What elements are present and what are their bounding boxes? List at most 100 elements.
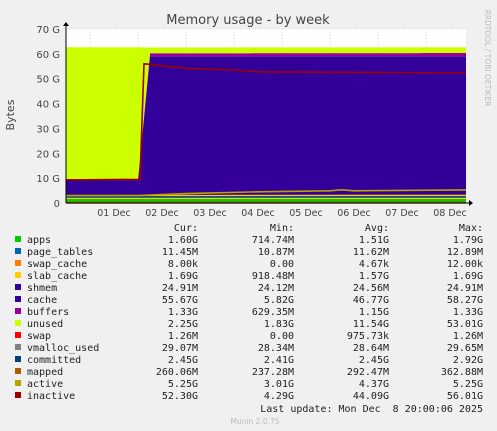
- area-unused: [66, 47, 466, 179]
- legend-min-active: 3.01G: [264, 379, 294, 390]
- legend-min-committed: 2.41G: [264, 355, 294, 366]
- legend-cur-committed: 2.45G: [168, 355, 198, 366]
- y-tick-label: 40 G: [36, 100, 60, 111]
- legend-cur-inactive: 52.30G: [162, 391, 198, 402]
- legend-label-apps: apps: [27, 235, 51, 246]
- legend-swatch-swap_cache: [15, 260, 21, 266]
- legend-min-vmalloc_used: 28.34M: [258, 343, 294, 354]
- legend-max-unused: 53.01G: [447, 319, 483, 330]
- legend-max-inactive: 56.01G: [447, 391, 483, 402]
- x-tick-label: 05 Dec: [289, 208, 323, 219]
- legend-swatch-inactive: [15, 392, 21, 398]
- x-tick-label: 08 Dec: [433, 208, 467, 219]
- legend-label-mapped: mapped: [27, 367, 63, 378]
- x-tick-label: 06 Dec: [337, 208, 371, 219]
- legend-label-buffers: buffers: [27, 307, 69, 318]
- legend-min-slab_cache: 918.48M: [252, 271, 294, 282]
- legend-cur-swap: 1.26M: [168, 331, 198, 342]
- legend-label-unused: unused: [27, 319, 63, 330]
- y-tick-label: 70 G: [36, 25, 60, 36]
- legend-label-committed: committed: [27, 355, 81, 366]
- legend-min-cache: 5.82G: [264, 295, 294, 306]
- chart-title: Memory usage - by week: [166, 13, 330, 28]
- legend-swatch-buffers: [15, 308, 21, 314]
- y-tick-label: 50 G: [36, 75, 60, 86]
- legend-header-cur: Cur:: [174, 223, 198, 234]
- legend-cur-slab_cache: 1.69G: [168, 271, 198, 282]
- x-axis-arrow: [469, 200, 473, 206]
- legend-label-cache: cache: [27, 295, 57, 306]
- legend-swatch-swap: [15, 332, 21, 338]
- y-tick-label: 30 G: [36, 124, 60, 135]
- x-tick-label: 03 Dec: [193, 208, 227, 219]
- x-tick-label: 07 Dec: [385, 208, 419, 219]
- x-tick-label: 01 Dec: [97, 208, 131, 219]
- legend-avg-vmalloc_used: 28.64M: [353, 343, 389, 354]
- legend-max-vmalloc_used: 29.65M: [447, 343, 483, 354]
- legend-label-shmem: shmem: [27, 283, 57, 294]
- legend-avg-active: 4.37G: [359, 379, 389, 390]
- legend-label-inactive: inactive: [27, 391, 75, 402]
- legend-min-shmem: 24.12M: [258, 283, 294, 294]
- y-axis-label: Bytes: [4, 99, 17, 130]
- legend-avg-inactive: 44.09G: [353, 391, 389, 402]
- legend-header-avg: Avg:: [365, 223, 389, 234]
- legend-swatch-vmalloc_used: [15, 344, 21, 350]
- legend-max-committed: 2.92G: [453, 355, 483, 366]
- legend-label-vmalloc_used: vmalloc_used: [27, 343, 99, 354]
- rrdtool-side-label: RRDTOOL / TOBI OETIKER: [483, 10, 492, 107]
- y-tick-label: 10 G: [36, 174, 60, 185]
- legend-max-cache: 58.27G: [447, 295, 483, 306]
- legend-min-mapped: 237.28M: [252, 367, 294, 378]
- legend-max-active: 5.25G: [453, 379, 483, 390]
- legend-avg-apps: 1.51G: [359, 235, 389, 246]
- legend-max-page_tables: 12.89M: [447, 247, 483, 258]
- y-tick-label: 20 G: [36, 149, 60, 160]
- legend-cur-vmalloc_used: 29.07M: [162, 343, 198, 354]
- legend-label-swap_cache: swap_cache: [27, 259, 87, 270]
- legend-swatch-shmem: [15, 284, 21, 290]
- legend-avg-swap: 975.73k: [347, 331, 389, 342]
- legend-cur-shmem: 24.91M: [162, 283, 198, 294]
- legend-label-slab_cache: slab_cache: [27, 271, 87, 282]
- legend-max-slab_cache: 1.69G: [453, 271, 483, 282]
- legend-cur-unused: 2.25G: [168, 319, 198, 330]
- legend-cur-cache: 55.67G: [162, 295, 198, 306]
- y-tick-label: 0: [54, 199, 60, 210]
- legend-avg-committed: 2.45G: [359, 355, 389, 366]
- area-cache: [66, 56, 466, 195]
- legend-label-page_tables: page_tables: [27, 247, 93, 258]
- legend-cur-buffers: 1.33G: [168, 307, 198, 318]
- legend-swatch-apps: [15, 236, 21, 242]
- legend-cur-page_tables: 11.45M: [162, 247, 198, 258]
- stacked-areas: [66, 47, 466, 203]
- munin-version: Munin 2.0.75: [230, 417, 279, 426]
- legend-max-swap: 1.26M: [453, 331, 483, 342]
- legend-max-mapped: 362.88M: [441, 367, 483, 378]
- tick-labels: 0 10 G 20 G 30 G 40 G 50 G 60 G 70 G 01 Dec 02 De…: [36, 25, 466, 219]
- legend-avg-page_tables: 11.62M: [353, 247, 389, 258]
- legend-max-shmem: 24.91M: [447, 283, 483, 294]
- legend-header-min: Min:: [270, 223, 294, 234]
- legend-cur-mapped: 260.06M: [156, 367, 198, 378]
- line-active: [66, 188, 467, 197]
- legend-label-swap: swap: [27, 331, 51, 342]
- legend-min-buffers: 629.35M: [252, 307, 294, 318]
- legend-cur-swap_cache: 8.00k: [168, 259, 198, 270]
- legend-swatch-mapped: [15, 368, 21, 374]
- legend-avg-slab_cache: 1.57G: [359, 271, 389, 282]
- line-inactive: [65, 62, 467, 181]
- legend-header-max: Max:: [459, 223, 483, 234]
- legend-min-swap: 0.00: [270, 331, 294, 342]
- x-tick-label: 02 Dec: [145, 208, 179, 219]
- legend-avg-buffers: 1.15G: [359, 307, 389, 318]
- legend-cur-active: 5.25G: [168, 379, 198, 390]
- legend-avg-unused: 11.54G: [353, 319, 389, 330]
- legend-min-unused: 1.83G: [264, 319, 294, 330]
- legend-avg-mapped: 292.47M: [347, 367, 389, 378]
- legend-swatch-cache: [15, 296, 21, 302]
- legend-min-inactive: 4.29G: [264, 391, 294, 402]
- legend: Cur: Min: Avg: Max: apps 1.60G 714.74M 1.51G 1.7…: [15, 223, 483, 402]
- legend-avg-cache: 46.77G: [353, 295, 389, 306]
- legend-min-swap_cache: 0.00: [270, 259, 294, 270]
